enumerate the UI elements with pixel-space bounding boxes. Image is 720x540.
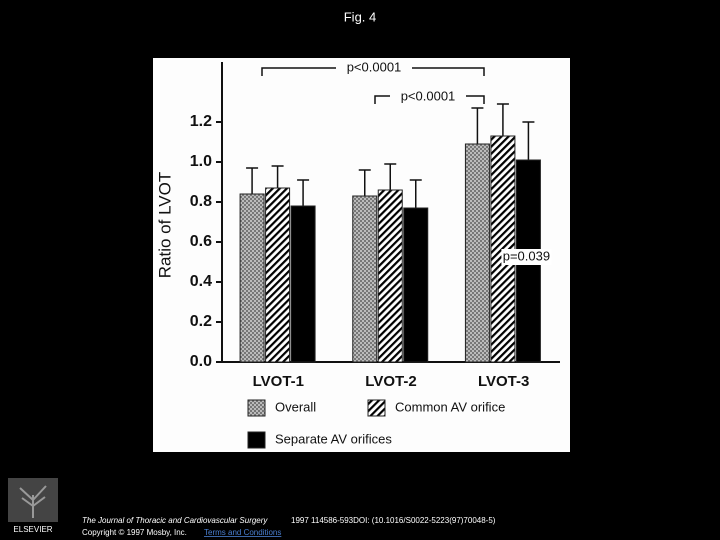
x-tick-label: LVOT-1 (253, 373, 304, 390)
bracket (261, 67, 485, 76)
annotation: p<0.0001 (347, 59, 402, 74)
journal: The Journal of Thoracic and Cardiovascul… (82, 516, 268, 525)
annotation: p=0.039 (503, 248, 550, 263)
bar (352, 195, 378, 363)
bar (290, 205, 316, 363)
citation: 1997 114586-593DOI: (10.1016/S0022-5223(… (291, 516, 496, 525)
plot: 0.0 0.2 0.4 0.6 0.8 1.0 1.2 LVOT-1 LVOT-2 LVOT-3 p… (190, 62, 560, 449)
bar (464, 143, 490, 363)
logo-tree (19, 485, 47, 518)
bracket (374, 95, 485, 104)
legend-swatch (247, 399, 266, 417)
y-tick-label: 0.0 (190, 353, 212, 370)
x-tick-label: LVOT-2 (365, 373, 416, 390)
bar (239, 193, 265, 363)
error-bar (358, 169, 371, 196)
x-tick-label: LVOT-3 (478, 373, 529, 390)
y-axis-label: Ratio of LVOT (155, 172, 174, 278)
annotation: p<0.0001 (401, 88, 456, 103)
error-bar (384, 163, 397, 190)
error-bar (522, 121, 535, 160)
bar (377, 189, 403, 363)
legend-swatch (247, 431, 266, 449)
slide-title: Fig. 4 (344, 9, 377, 24)
annotation-box (501, 249, 552, 265)
error-bar (271, 165, 284, 188)
error-bar (471, 107, 484, 144)
legend-label: Separate AV orifices (275, 431, 392, 446)
y-tick-label: 1.0 (190, 153, 212, 170)
y-tick-label: 0.2 (190, 313, 212, 330)
y-tick-label: 1.2 (190, 113, 212, 130)
publisher: ELSEVIER (13, 525, 52, 534)
copyright: Copyright © 1997 Mosby, Inc. (82, 528, 187, 537)
error-bar (496, 103, 509, 136)
y-tick-label: 0.4 (190, 273, 212, 290)
legend-swatch (367, 399, 386, 417)
bar (403, 207, 429, 363)
bar (265, 187, 291, 363)
error-bar (297, 179, 310, 206)
error-bar (409, 179, 422, 208)
legend-label: Common AV orifice (395, 399, 505, 414)
error-bar (246, 167, 259, 194)
legend-label: Overall (275, 399, 316, 414)
terms-link[interactable]: Terms and Conditions (204, 528, 281, 537)
y-tick-label: 0.8 (190, 193, 212, 210)
y-tick-label: 0.6 (190, 233, 212, 250)
